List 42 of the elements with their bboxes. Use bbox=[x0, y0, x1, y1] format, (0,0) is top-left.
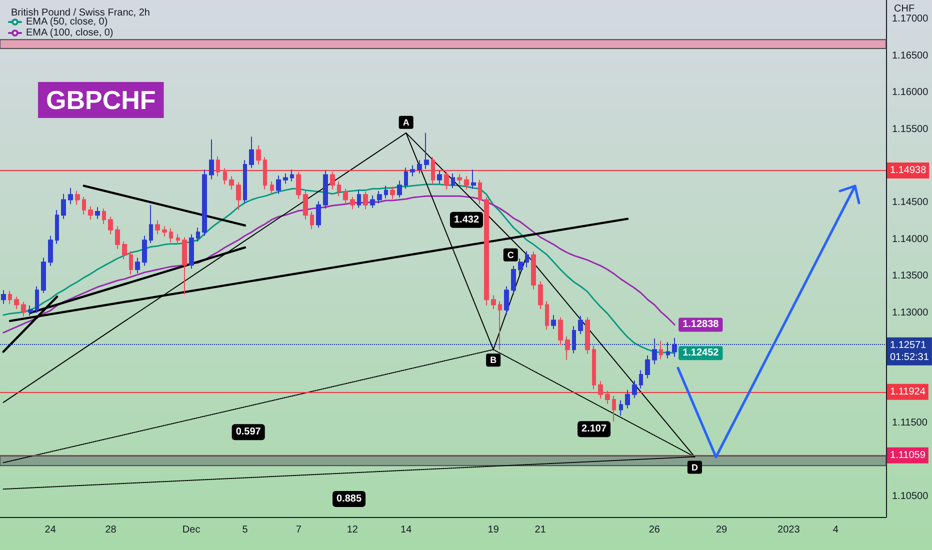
data-label: 1.12452 bbox=[682, 348, 720, 359]
x-tick-label: 5 bbox=[242, 524, 248, 536]
y-tick-label: 1.15500 bbox=[892, 124, 929, 135]
x-tick-label: Dec bbox=[182, 524, 200, 536]
y-axis-title: CHF bbox=[894, 4, 915, 14]
ref-line-label: 1.11924 bbox=[890, 386, 926, 398]
ref-line-label: 1.12571 01:52:31 bbox=[890, 340, 930, 363]
data-label: D bbox=[691, 462, 698, 472]
y-tick-label: 1.16500 bbox=[892, 50, 929, 62]
ref-line-label: 1.14938 bbox=[890, 165, 927, 176]
text: British Pound / Swiss Franc, 2h bbox=[11, 8, 150, 18]
y-tick-label: 1.14000 bbox=[892, 234, 929, 245]
y-tick-label: 1.11500 bbox=[892, 418, 928, 428]
x-tick-label: 28 bbox=[105, 524, 117, 536]
x-tick-label: 7 bbox=[296, 524, 302, 536]
x-tick-label: 29 bbox=[716, 524, 728, 536]
x-tick-label: 4 bbox=[832, 524, 839, 536]
x-tick-label: 14 bbox=[400, 524, 412, 536]
x-tick-label: 19 bbox=[488, 524, 500, 536]
series-label: 2.107 bbox=[582, 424, 607, 435]
y-tick-label: 1.14500 bbox=[892, 197, 929, 208]
x-tick-label: 12 bbox=[346, 524, 358, 536]
data-label: A bbox=[402, 117, 410, 128]
legend-label: EMA (50, close, 0) bbox=[26, 16, 108, 28]
data-label: 1.12838 bbox=[682, 319, 720, 330]
series-label: 1.432 bbox=[454, 214, 480, 226]
ref-line-label: 1.11059 bbox=[890, 450, 926, 461]
x-tick-label: 21 bbox=[534, 524, 546, 536]
y-tick-label: 1.16000 bbox=[892, 87, 929, 98]
annotation: GBPCHF bbox=[46, 85, 156, 115]
series-label: 0.885 bbox=[336, 493, 362, 504]
x-tick-label: 24 bbox=[44, 524, 56, 536]
series-label: 0.597 bbox=[236, 426, 262, 438]
y-tick-label: 1.13000 bbox=[892, 307, 929, 318]
x-tick-label: 26 bbox=[648, 524, 660, 536]
y-tick-label: 1.13500 bbox=[892, 270, 929, 282]
data-label: B bbox=[490, 355, 498, 366]
y-tick-label: 1.17000 bbox=[892, 14, 929, 25]
data-label: C bbox=[507, 250, 514, 260]
y-tick-label: 1.10500 bbox=[892, 490, 929, 502]
legend-label: EMA (100, close, 0) bbox=[26, 28, 114, 38]
x-tick-label: 2023 bbox=[778, 524, 800, 536]
